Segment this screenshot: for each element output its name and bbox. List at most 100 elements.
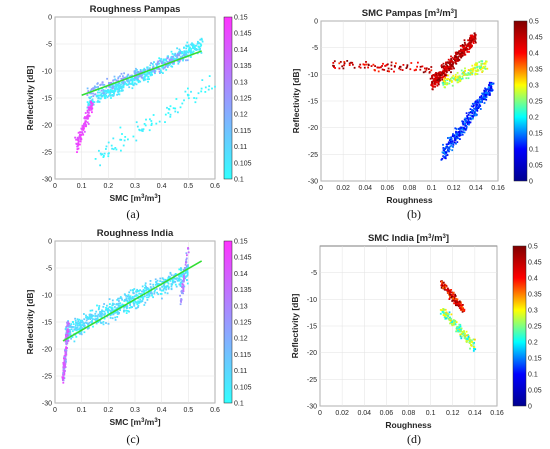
scatter-point [387,67,390,70]
scatter-point [83,122,85,125]
scatter-point [90,317,93,319]
scatter-point [463,334,466,336]
chart-title: Roughness Pampas [90,4,181,15]
scatter-point [184,263,187,266]
scatter-point [458,76,461,79]
scatter-point [169,113,172,116]
scatter-point [123,309,126,312]
scatter-point [436,84,439,87]
scatter-point [471,110,474,113]
scatter-point [125,294,127,297]
scatter-point [454,323,457,326]
scatter-point [152,114,155,116]
scatter-point [172,281,175,284]
scatter-point [474,100,477,103]
scatter-point [81,125,84,127]
scatter-point [463,128,466,131]
scatter-point [77,328,80,331]
scatter-point [448,298,451,300]
x-tick-label: 0.02 [335,410,349,417]
scatter-point [93,318,96,321]
scatter-point [463,41,466,44]
scatter-point [406,64,409,67]
scatter-point [115,148,118,151]
scatter-point [181,51,184,54]
scatter-point [79,137,82,139]
scatter-point [460,306,462,308]
scatter-point [463,127,466,130]
scatter-point [487,93,490,96]
scatter-point [96,319,98,321]
scatter-point [142,297,145,300]
scatter-point [155,282,158,285]
scatter-point [374,65,376,67]
scatter-point [86,317,89,320]
scatter-point [473,112,476,114]
scatter-point [464,67,466,70]
scatter-point [109,317,112,319]
scatter-point [100,89,103,92]
scatter-point [461,309,464,312]
scatter-point [461,127,463,130]
scatter-point [447,290,449,293]
scatter-point [166,106,168,109]
scatter-point [101,314,103,317]
scatter-point [68,324,71,327]
scatter-point [441,76,443,79]
scatter-point [144,73,146,76]
colorbar-tick-label: 0.145 [234,255,252,262]
scatter-point [490,83,492,86]
scatter-series-2 [439,308,477,352]
scatter-point [433,78,436,81]
scatter-point [447,67,450,69]
scatter-point [186,272,189,274]
scatter-point [94,93,97,96]
scatter-point [460,69,463,72]
scatter-point [67,323,70,326]
scatter-point [455,56,457,58]
scatter-point [153,71,156,74]
scatter-point [450,58,452,60]
scatter-point [190,90,192,93]
scatter-point [443,153,446,155]
scatter-point [461,77,464,80]
scatter-point [149,118,151,121]
colorbar-tick-label: 0.115 [234,352,251,359]
scatter-point [383,69,386,71]
scatter-point [446,71,448,73]
scatter-point [437,74,439,77]
scatter-point [482,65,485,68]
scatter-point [187,264,189,266]
scatter-point [470,37,473,39]
scatter-point [440,73,443,75]
colorbar-tick-label: 0.5 [529,19,539,26]
scatter-point [150,124,153,126]
scatter-point [453,302,455,305]
scatter-point [458,75,461,78]
scatter-point [120,149,122,152]
scatter-point [451,321,453,323]
scatter-point [445,288,448,291]
scatter-point [480,68,482,71]
scatter-point [470,72,472,74]
scatter-point [474,67,476,69]
scatter-point [141,128,143,131]
scatter-point [455,53,457,55]
scatter-point [484,92,487,94]
scatter-point [92,318,94,320]
y-tick-label: -5 [46,266,52,273]
scatter-point [476,99,479,102]
scatter-point [455,135,458,138]
scatter-point [338,67,341,70]
scatter-point [120,90,123,92]
scatter-point [108,306,111,308]
scatter-point [132,296,134,298]
scatter-point [143,69,146,72]
scatter-point [126,295,129,298]
scatter-point [85,124,87,127]
scatter-point [469,34,472,37]
scatter-point [105,322,107,324]
scatter-point [477,101,479,104]
scatter-point [342,67,345,70]
